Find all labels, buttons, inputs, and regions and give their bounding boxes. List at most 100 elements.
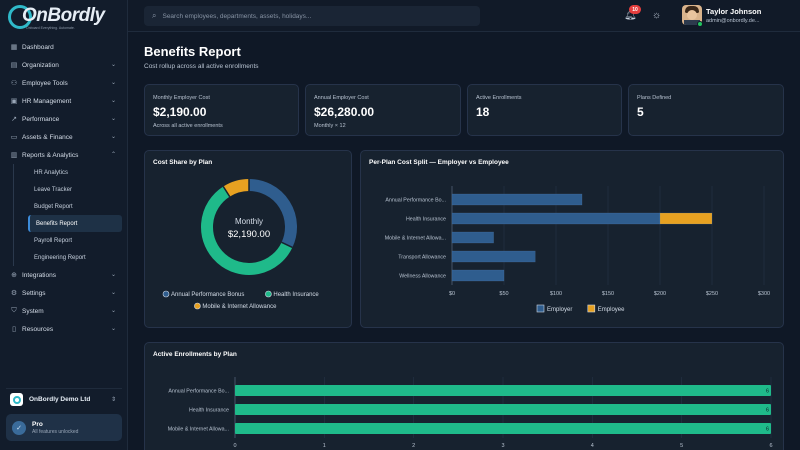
sidebar-subitem-leave-tracker[interactable]: Leave Tracker	[34, 186, 73, 193]
brand-name: OnBordly	[22, 5, 105, 26]
donut-slice	[223, 179, 250, 197]
data-label: 6	[766, 427, 769, 433]
donut-slice	[201, 186, 293, 275]
page-title: Benefits Report	[144, 44, 241, 59]
sidebar-item-label: Employee Tools	[22, 79, 68, 87]
plan-title: Pro	[32, 420, 43, 428]
sidebar-item-dashboard[interactable]: ▦ Dashboard	[0, 38, 128, 56]
wallet-icon: ▭	[10, 134, 18, 141]
company-logo-icon	[10, 393, 23, 406]
stat-value: $2,190.00	[153, 105, 207, 119]
stat-sub: Across all active enrollments	[153, 123, 223, 129]
sun-icon[interactable]: ☼	[652, 10, 662, 21]
user-name: Taylor Johnson	[706, 7, 762, 16]
stat-label: Annual Employer Cost	[314, 95, 369, 101]
sidebar-subitem-hr-analytics[interactable]: HR Analytics	[34, 169, 69, 176]
stat-label: Monthly Employer Cost	[153, 95, 210, 101]
sidebar-item-label: Assets & Finance	[22, 133, 73, 141]
donut-slice-outline	[226, 185, 249, 192]
cost-share-card: Cost Share by Plan Monthly $2,190.00 Annua…	[144, 150, 352, 328]
y-tick-label: Mobile & Internet Allowa...	[168, 427, 229, 433]
plan-card[interactable]: ✓ Pro All features unlocked	[6, 414, 122, 441]
bar	[451, 193, 583, 206]
donut-separator	[222, 186, 231, 198]
sidebar-item-system[interactable]: ⛉ System ⌄	[0, 302, 128, 320]
shield-check-icon: ✓	[12, 420, 26, 435]
sidebar-item-resources[interactable]: ▯ Resources ⌄	[0, 320, 128, 338]
chevron-down-icon: ⌄	[110, 134, 116, 140]
legend-swatch	[194, 302, 201, 310]
briefcase-icon: ▣	[10, 98, 18, 105]
sidebar: OnBordly Onboard Everything. Automate. ▦…	[0, 0, 128, 450]
page-subtitle: Cost rollup across all active enrollment…	[144, 63, 259, 70]
chevron-down-icon: ⌄	[110, 62, 116, 68]
book-icon: ▯	[12, 326, 16, 333]
search-input[interactable]	[162, 12, 463, 20]
sidebar-item-label: Settings	[22, 289, 46, 297]
donut-separator	[281, 241, 293, 249]
split-bar-chart: $0 $50 $100 $150 $200 $250 $300 Annual Performa…	[385, 186, 770, 313]
sidebar-item-label: HR Management	[22, 97, 72, 105]
bell-icon[interactable]: 🔔︎	[624, 10, 637, 21]
x-tick-label: 6	[769, 443, 772, 449]
y-tick-label: Wellness Allowance	[399, 274, 446, 280]
user-email: admin@onbordly.de...	[706, 18, 760, 24]
sidebar-item-label: Integrations	[22, 271, 56, 279]
y-tick-label: Health Insurance	[406, 217, 446, 223]
donut-chart: Monthly $2,190.00 Annual Performance Bonus…	[162, 179, 319, 310]
chart-icon: ▥	[10, 152, 18, 159]
chevron-up-icon: ⌃	[110, 152, 116, 158]
x-tick-label: $100	[550, 291, 562, 297]
sidebar-item-organization[interactable]: ▤ Organization ⌄	[0, 56, 128, 74]
chevron-updown-icon: ⇕	[110, 397, 116, 403]
y-tick-label: Annual Performance Bo...	[385, 198, 446, 204]
y-tick-label: Transport Allowance	[398, 255, 446, 261]
sidebar-item-reports-analytics[interactable]: ▥ Reports & Analytics ⌃	[0, 146, 128, 164]
donut-center-value: $2,190.00	[228, 229, 270, 240]
x-tick-label: 5	[680, 443, 683, 449]
sidebar-item-performance[interactable]: ↗ Performance ⌄	[0, 110, 128, 128]
bar	[451, 231, 494, 244]
donut-center-label: Monthly	[235, 217, 263, 226]
sidebar-item-employee-tools[interactable]: ⚇ Employee Tools ⌄	[0, 74, 128, 92]
y-tick-label: Annual Performance Bo...	[168, 389, 229, 395]
trend-icon: ↗	[11, 116, 17, 123]
chevron-down-icon: ⌄	[110, 308, 116, 314]
sidebar-subitem-benefits-report[interactable]: Benefits Report	[28, 215, 122, 232]
user-menu[interactable]: Taylor Johnson admin@onbordly.de...	[682, 4, 794, 28]
sidebar-subitem-engineering-report[interactable]: Engineering Report	[34, 254, 86, 261]
chevron-down-icon: ⌄	[110, 272, 116, 278]
sidebar-item-integrations[interactable]: ⊕ Integrations ⌄	[0, 266, 128, 284]
plan-subtitle: All features unlocked	[32, 428, 79, 435]
y-tick-label: Mobile & Internet Allowa...	[385, 236, 446, 242]
company-switcher[interactable]: OnBordly Demo Ltd ⇕	[6, 388, 122, 408]
x-tick-label: 0	[233, 443, 236, 449]
stat-value: 18	[476, 105, 490, 119]
x-tick-label: $0	[449, 291, 455, 297]
sidebar-item-label: Reports & Analytics	[22, 151, 79, 159]
search-bar[interactable]: ⌕	[144, 6, 480, 26]
x-tick-label: 2	[412, 443, 415, 449]
plug-icon: ⊕	[11, 272, 17, 279]
stat-value: 5	[637, 105, 644, 119]
online-status-dot	[697, 21, 703, 27]
brand-tagline: Onboard Everything. Automate.	[26, 26, 75, 30]
sidebar-subitem-payroll-report[interactable]: Payroll Report	[34, 237, 73, 244]
sidebar-item-assets-finance[interactable]: ▭ Assets & Finance ⌄	[0, 128, 128, 146]
brand-logo[interactable]: OnBordly Onboard Everything. Automate.	[8, 5, 118, 31]
sidebar-item-hr-management[interactable]: ▣ HR Management ⌄	[0, 92, 128, 110]
stat-card-plans-defined: Plans Defined 5	[628, 84, 784, 136]
chevron-down-icon: ⌄	[110, 80, 116, 86]
legend-label: Annual Performance Bonus	[171, 292, 244, 298]
search-icon: ⌕	[152, 11, 157, 20]
sidebar-nav: ▦ Dashboard ▤ Organization ⌄ ⚇ Employee Tool…	[0, 38, 128, 338]
x-tick-label: $200	[654, 291, 666, 297]
legend-swatch	[265, 290, 272, 298]
donut-slice	[248, 179, 297, 248]
chart-title: Active Enrollments by Plan	[153, 351, 237, 358]
sidebar-item-label: Dashboard	[22, 43, 54, 51]
legend-label: Mobile & Internet Allowance	[202, 304, 277, 310]
building-icon: ▤	[10, 62, 18, 69]
sidebar-subitem-budget-report[interactable]: Budget Report	[34, 203, 73, 210]
sidebar-item-settings[interactable]: ⚙ Settings ⌄	[0, 284, 128, 302]
